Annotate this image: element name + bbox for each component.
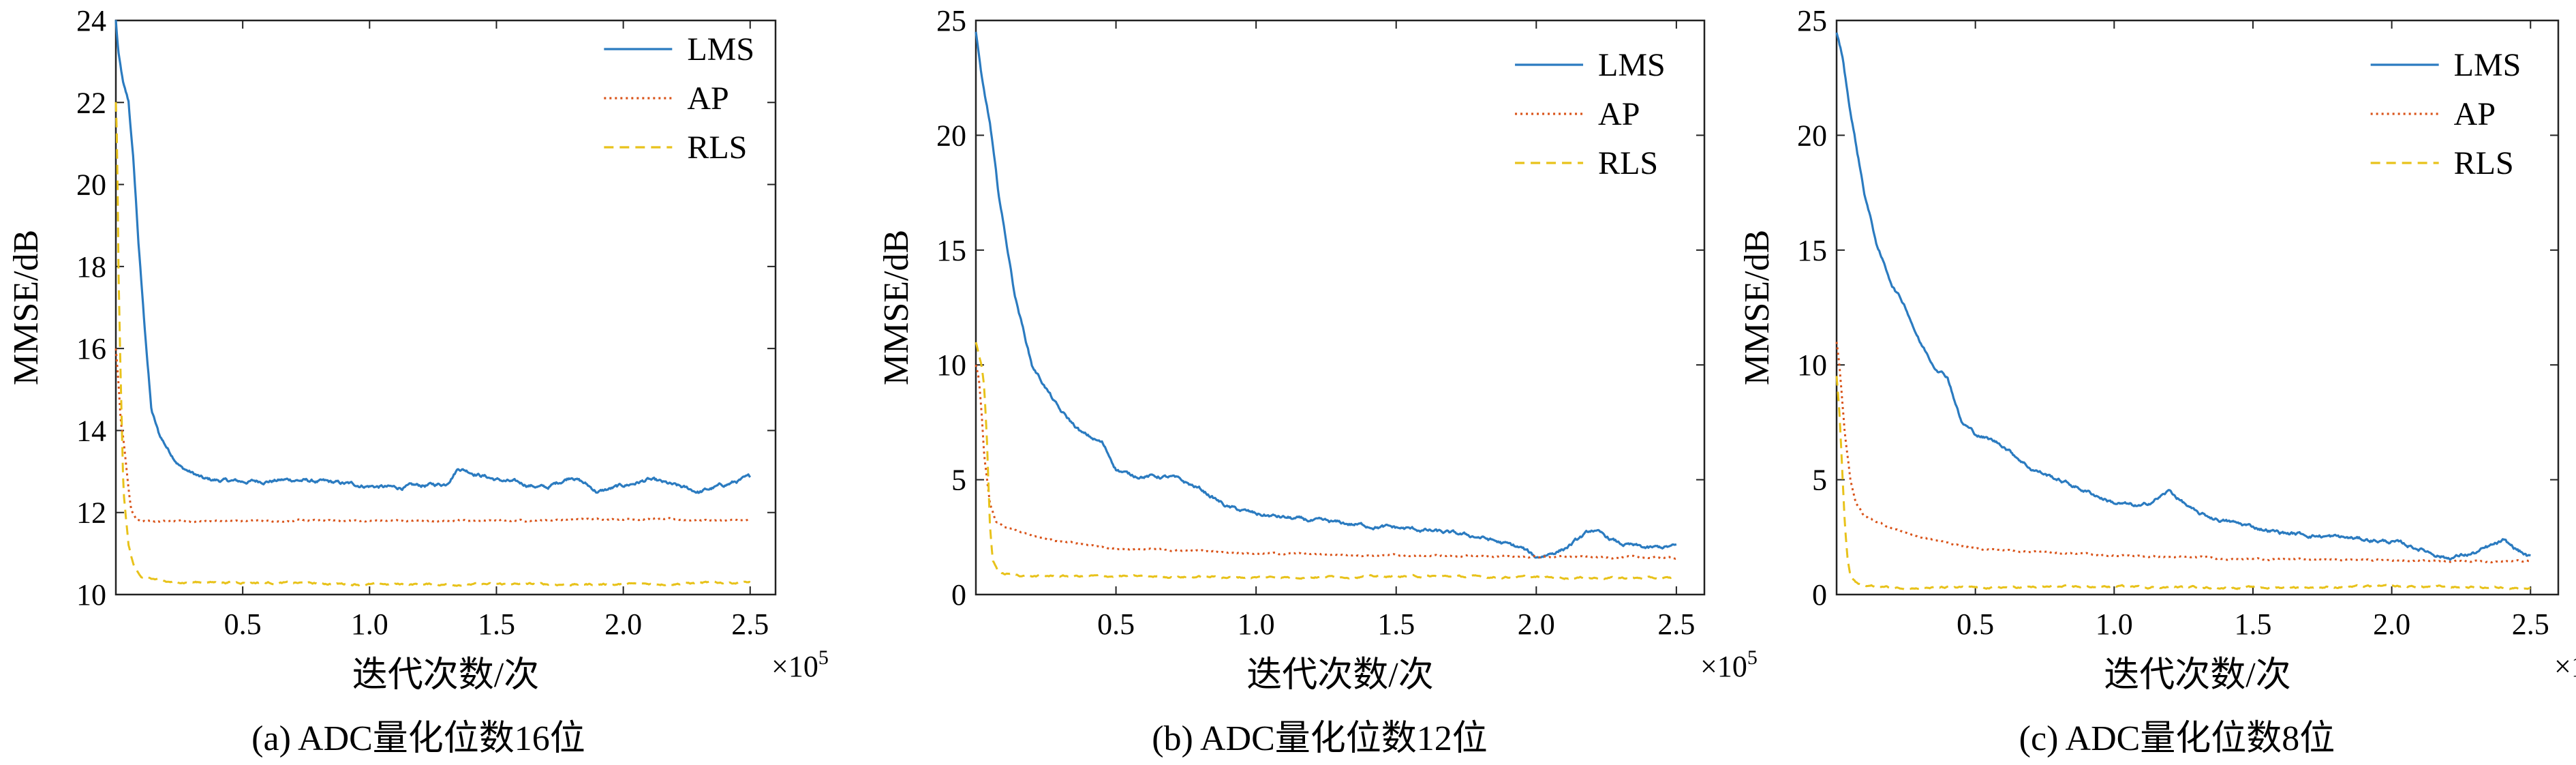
- y-tick-label: 25: [936, 4, 966, 38]
- legend: LMS AP RLS: [2370, 47, 2521, 181]
- series-line-lms: [114, 20, 752, 494]
- legend-label-ap: AP: [1598, 96, 1640, 132]
- legend: LMS AP RLS: [1515, 47, 1666, 181]
- x-tick-label: 1.0: [2096, 608, 2133, 641]
- y-tick-label: 5: [1812, 464, 1827, 497]
- x-tick-label: 0.5: [1097, 608, 1135, 641]
- x-tick-labels: 0.5 1.0 1.5 2.0 2.5: [1957, 608, 2549, 641]
- x-axis-label: 迭代次数/次: [352, 656, 539, 695]
- series-line-rls: [114, 102, 751, 587]
- legend-label-rls: RLS: [1598, 145, 1658, 181]
- y-tick-label: 18: [76, 250, 106, 284]
- x-multiplier-exponent: 5: [818, 646, 829, 669]
- series-line-ap: [114, 348, 751, 524]
- y-tick-label: 10: [1797, 348, 1827, 382]
- axis-ticks: [1837, 20, 2558, 595]
- y-tick-label: 25: [1797, 4, 1827, 38]
- chart-caption: (b) ADC量化位数12位: [1152, 719, 1488, 758]
- x-multiplier-base: ×10: [771, 650, 818, 683]
- y-tick-label: 10: [936, 348, 966, 382]
- y-tick-label: 14: [76, 414, 106, 447]
- series-lines: [114, 20, 752, 587]
- y-tick-label: 0: [1812, 578, 1827, 612]
- chart-panel-c: 0.5 1.0 1.5 2.0 2.5 0 5 10 15 20 25 迭代次数/次 MMSE/d…: [1738, 4, 2576, 758]
- y-tick-label: 5: [951, 464, 966, 497]
- plot-frame: [1835, 19, 2560, 596]
- series-lines: [1835, 32, 2531, 591]
- y-tick-label: 20: [1797, 119, 1827, 152]
- x-axis-label: 迭代次数/次: [2104, 656, 2290, 695]
- x-tick-label: 1.0: [1238, 608, 1275, 641]
- plot-frame: [975, 19, 1706, 596]
- axis-ticks: [976, 20, 1704, 595]
- x-tick-label: 1.5: [1377, 608, 1415, 641]
- x-tick-labels: 0.5 1.0 1.5 2.0 2.5: [224, 608, 769, 641]
- y-tick-label: 20: [936, 119, 966, 152]
- series-line-rls: [1835, 376, 2531, 591]
- chart-caption: (c) ADC量化位数8位: [2019, 719, 2335, 758]
- y-tick-label: 20: [76, 168, 106, 202]
- x-tick-label: 1.5: [478, 608, 515, 641]
- x-multiplier: ×105: [2554, 646, 2576, 683]
- x-tick-label: 0.5: [1957, 608, 1994, 641]
- legend-label-rls: RLS: [687, 130, 747, 166]
- x-multiplier: ×105: [1700, 646, 1758, 683]
- x-tick-label: 2.5: [1657, 608, 1695, 641]
- legend-label-lms: LMS: [687, 31, 754, 68]
- x-tick-label: 2.0: [1518, 608, 1555, 641]
- y-tick-label: 15: [1797, 234, 1827, 267]
- y-tick-label: 16: [76, 332, 106, 365]
- chart-caption: (a) ADC量化位数16位: [251, 719, 585, 758]
- y-tick-label: 15: [936, 234, 966, 267]
- axis-ticks: [116, 20, 776, 595]
- legend: LMS AP RLS: [604, 31, 754, 166]
- y-tick-labels: 0 5 10 15 20 25: [936, 4, 966, 612]
- x-multiplier-base: ×10: [1700, 650, 1747, 683]
- legend-label-ap: AP: [2454, 96, 2496, 132]
- y-axis-label: MMSE/dB: [877, 230, 916, 385]
- series-line-ap: [1835, 342, 2531, 564]
- x-multiplier: ×105: [771, 646, 829, 683]
- legend-label-ap: AP: [687, 80, 729, 117]
- chart-panel-b: 0.5 1.0 1.5 2.0 2.5 0 5 10 15 20 25 迭代次数/次 MMSE/d…: [877, 4, 1758, 758]
- y-axis-label: MMSE/dB: [1738, 230, 1777, 385]
- x-tick-labels: 0.5 1.0 1.5 2.0 2.5: [1097, 608, 1695, 641]
- series-line-rls: [975, 342, 1676, 581]
- x-axis-label: 迭代次数/次: [1246, 656, 1433, 695]
- legend-label-lms: LMS: [1598, 47, 1666, 83]
- series-lines: [975, 31, 1677, 581]
- y-tick-labels: 0 5 10 15 20 25: [1797, 4, 1827, 612]
- x-multiplier-base: ×10: [2554, 650, 2576, 683]
- plot-frame: [114, 19, 777, 596]
- y-tick-label: 24: [76, 4, 106, 38]
- x-tick-label: 1.0: [351, 608, 388, 641]
- y-tick-label: 12: [76, 496, 106, 530]
- y-tick-label: 22: [76, 86, 106, 119]
- series-line-ap: [975, 364, 1677, 560]
- x-tick-label: 1.5: [2234, 608, 2271, 641]
- legend-label-lms: LMS: [2454, 47, 2521, 83]
- y-tick-label: 0: [951, 578, 966, 612]
- x-tick-label: 2.5: [2512, 608, 2549, 641]
- series-line-lms: [1835, 32, 2531, 561]
- x-tick-label: 2.5: [731, 608, 769, 641]
- x-tick-label: 2.0: [604, 608, 642, 641]
- x-tick-label: 0.5: [224, 608, 262, 641]
- y-tick-label: 10: [76, 578, 106, 612]
- legend-label-rls: RLS: [2454, 145, 2514, 181]
- x-multiplier-exponent: 5: [1747, 646, 1758, 669]
- x-tick-label: 2.0: [2373, 608, 2410, 641]
- y-tick-labels: 10 12 14 16 18 20 22 24: [76, 4, 106, 612]
- series-line-lms: [975, 31, 1677, 559]
- y-axis-label: MMSE/dB: [7, 230, 46, 385]
